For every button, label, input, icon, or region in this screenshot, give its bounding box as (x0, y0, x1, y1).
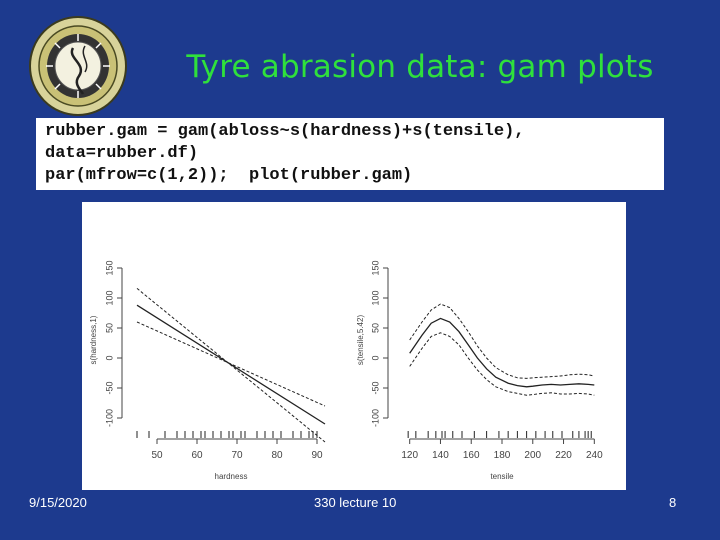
x-tick-label: 140 (432, 450, 449, 461)
y-axis-label: s(tensile,5.42) (356, 315, 365, 366)
y-tick-label: 150 (104, 260, 114, 275)
fitted-curve (409, 317, 595, 388)
x-axis-label: tensile (490, 472, 514, 481)
y-tick-label: -100 (370, 409, 380, 427)
y-tick-label: 0 (370, 355, 380, 360)
gam-plots-panel: 50 60 70 80 90 hardness -100 -50 0 50 100 150 s(hard… (82, 202, 626, 490)
confidence-band (409, 303, 595, 379)
y-tick-label: 150 (370, 260, 380, 275)
y-tick-label: 100 (104, 290, 114, 305)
y-tick-label: 50 (370, 323, 380, 333)
code-block: rubber.gam = gam(abloss~s(hardness)+s(te… (36, 118, 664, 190)
x-tick-label: 50 (151, 450, 163, 461)
confidence-band (136, 288, 326, 443)
y-tick-label: -50 (370, 381, 380, 394)
x-tick-label: 70 (231, 450, 243, 461)
x-tick-label: 80 (271, 450, 283, 461)
gam-plots-svg: 50 60 70 80 90 hardness -100 -50 0 50 100 150 s(hard… (89, 260, 603, 481)
x-tick-label: 120 (401, 450, 418, 461)
x-tick-label: 180 (494, 450, 511, 461)
x-tick-label: 90 (311, 450, 323, 461)
confidence-band (136, 321, 326, 407)
x-tick-label: 240 (586, 450, 603, 461)
footer-lecture: 330 lecture 10 (314, 495, 397, 510)
x-axis-label: hardness (215, 472, 248, 481)
x-tick-label: 160 (463, 450, 480, 461)
x-tick-label: 220 (555, 450, 572, 461)
footer-date: 9/15/2020 (29, 495, 87, 510)
rubber-tyre-logo (27, 14, 129, 118)
footer-page-number: 8 (669, 495, 677, 510)
x-tick-label: 200 (524, 450, 541, 461)
y-tick-label: 0 (104, 355, 114, 360)
code-line: rubber.gam = gam(abloss~s(hardness)+s(te… (45, 122, 525, 141)
y-tick-label: 50 (104, 323, 114, 333)
code-line: data=rubber.df) (45, 144, 199, 163)
code-line: par(mfrow=c(1,2)); plot(rubber.gam) (45, 166, 413, 185)
slide-title: Tyre abrasion data: gam plots (186, 49, 654, 85)
y-tick-label: 100 (370, 290, 380, 305)
y-tick-label: -50 (104, 381, 114, 394)
x-tick-label: 60 (191, 450, 203, 461)
y-tick-label: -100 (104, 409, 114, 427)
confidence-band (409, 332, 595, 396)
y-axis-label: s(hardness,1) (89, 315, 98, 364)
